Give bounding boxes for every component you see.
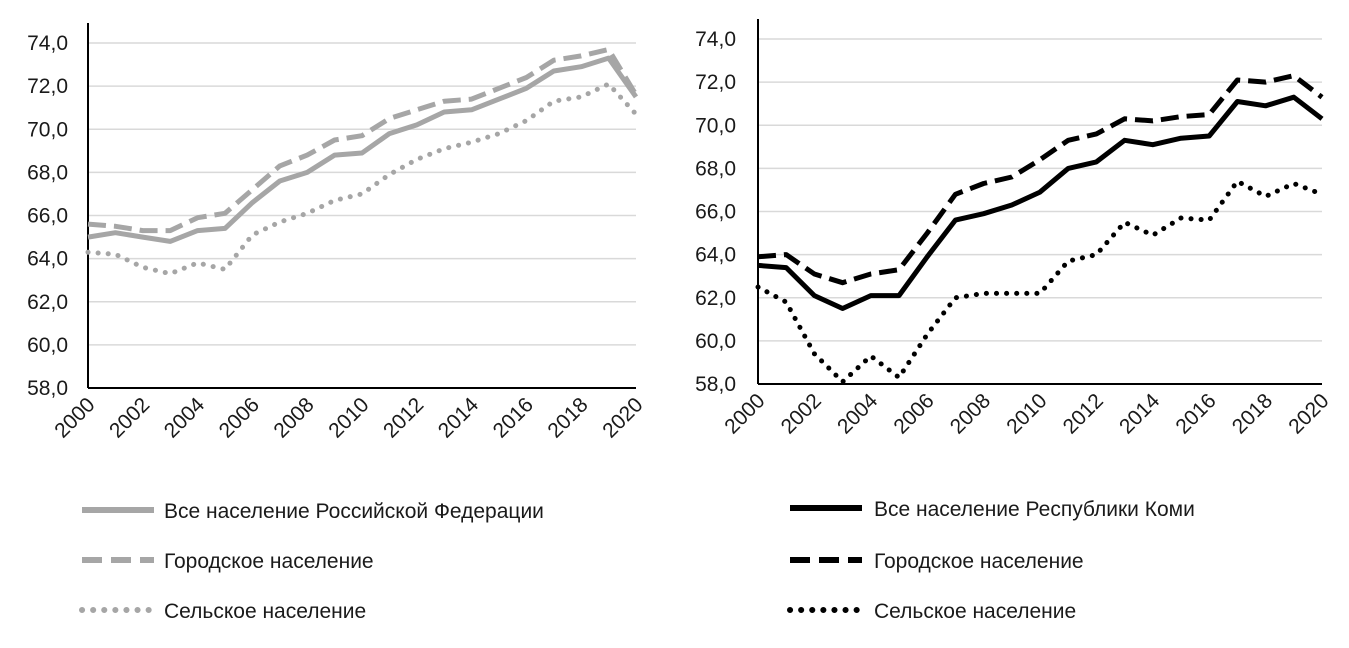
x-tick-label: 2002 bbox=[105, 393, 154, 442]
series-line-dotted bbox=[85, 81, 639, 277]
x-tick-label: 2018 bbox=[1228, 389, 1277, 438]
legend-label: Все население Российской Федерации bbox=[164, 500, 544, 523]
x-tick-label: 2006 bbox=[889, 389, 938, 438]
y-tick-label: 72,0 bbox=[695, 71, 736, 94]
x-tick-label: 2000 bbox=[720, 389, 769, 438]
x-tick-label: 2016 bbox=[489, 393, 538, 442]
y-tick-label: 72,0 bbox=[27, 75, 68, 98]
series-line-dashed bbox=[87, 47, 639, 234]
y-tick-label: 64,0 bbox=[695, 244, 736, 267]
x-tick-label: 2020 bbox=[598, 393, 647, 442]
x-tick-label: 2006 bbox=[215, 393, 264, 442]
chart-komi-life-expectancy: 58,0 60,0 62,0 64,0 66,0 68,0 70,0 72,0 74,0 2000… bbox=[695, 19, 1334, 623]
y-tick-label: 66,0 bbox=[27, 205, 68, 228]
y-tick-label: 68,0 bbox=[695, 157, 736, 180]
y-tick-label: 70,0 bbox=[695, 114, 736, 137]
y-tick-label: 60,0 bbox=[695, 330, 736, 353]
series-line-dotted bbox=[755, 178, 1325, 385]
x-tick-label: 2014 bbox=[434, 393, 484, 443]
x-tick-label: 2012 bbox=[1059, 389, 1108, 438]
y-tick-label: 70,0 bbox=[27, 118, 68, 141]
x-tick-label: 2002 bbox=[777, 389, 826, 438]
x-tick-label: 2018 bbox=[543, 393, 592, 442]
y-tick-label: 74,0 bbox=[695, 28, 736, 51]
x-tick-label: 2014 bbox=[1115, 389, 1165, 439]
legend-label: Городское население bbox=[164, 550, 374, 573]
x-tick-label: 2004 bbox=[833, 389, 883, 439]
legend-label: Сельское население bbox=[874, 600, 1076, 623]
y-tick-label: 58,0 bbox=[695, 373, 736, 396]
y-tick-label: 58,0 bbox=[27, 377, 68, 400]
x-tick-label: 2008 bbox=[269, 393, 318, 442]
y-tick-label: 60,0 bbox=[27, 334, 68, 357]
x-tick-label: 2004 bbox=[160, 393, 210, 443]
legend-label: Сельское население bbox=[164, 600, 366, 623]
series-line-solid bbox=[87, 55, 639, 244]
series-line-solid bbox=[757, 94, 1324, 311]
x-tick-label: 2012 bbox=[379, 393, 428, 442]
legend-label: Городское население bbox=[874, 550, 1084, 573]
y-tick-label: 62,0 bbox=[27, 291, 68, 314]
y-tick-label: 62,0 bbox=[695, 287, 736, 310]
y-tick-label: 64,0 bbox=[27, 248, 68, 271]
series-line-dashed bbox=[757, 73, 1324, 286]
y-tick-label: 74,0 bbox=[27, 32, 68, 55]
y-tick-label: 66,0 bbox=[695, 201, 736, 224]
x-tick-label: 2008 bbox=[946, 389, 995, 438]
x-tick-label: 2020 bbox=[1284, 389, 1333, 438]
x-tick-label: 2010 bbox=[324, 393, 373, 442]
legend-label: Все население Республики Коми bbox=[874, 498, 1195, 521]
y-tick-label: 68,0 bbox=[27, 161, 68, 184]
chart-russia-life-expectancy: 58,0 60,0 62,0 64,0 66,0 68,0 70,0 72,0 74,0 2000… bbox=[27, 23, 648, 623]
x-tick-label: 2010 bbox=[1002, 389, 1051, 438]
x-tick-label: 2000 bbox=[50, 393, 99, 442]
x-tick-label: 2016 bbox=[1171, 389, 1220, 438]
